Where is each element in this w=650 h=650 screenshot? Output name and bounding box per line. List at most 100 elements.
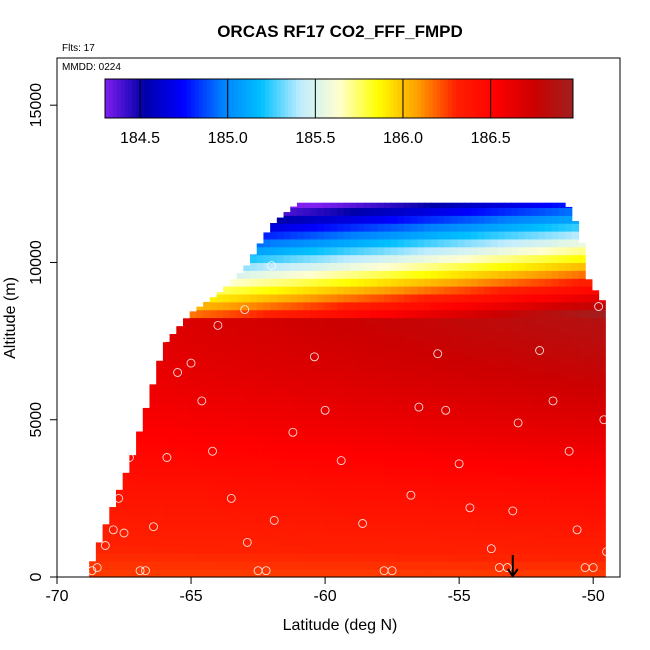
heat-cell <box>551 419 559 429</box>
heat-cell <box>471 474 479 484</box>
heat-cell <box>196 498 204 507</box>
heat-cell <box>484 419 492 429</box>
heat-cell <box>498 514 506 523</box>
heat-cell <box>310 396 318 405</box>
heat-cell <box>484 364 492 374</box>
heat-cell <box>430 356 439 366</box>
heat-cell <box>129 482 137 492</box>
heat-cell <box>357 262 365 271</box>
heat-cell <box>524 301 533 311</box>
colorbar-frame <box>104 78 574 119</box>
heat-cell <box>256 364 265 374</box>
heat-cell <box>223 451 231 460</box>
heat-cell <box>317 325 325 334</box>
arrow-marker <box>506 554 519 578</box>
heat-cell <box>223 309 231 319</box>
heat-cell <box>156 451 164 460</box>
sample-point <box>124 453 134 462</box>
heat-cell <box>424 372 432 382</box>
heat-cell <box>571 221 580 224</box>
heat-cell <box>283 262 291 271</box>
heat-cell <box>437 529 445 539</box>
heat-cell <box>578 262 586 271</box>
heat-cell <box>578 561 586 570</box>
heat-cell <box>223 364 231 374</box>
heat-cell <box>317 341 325 350</box>
heat-cell <box>511 293 519 303</box>
heat-cell <box>390 521 399 531</box>
heat-cell <box>504 474 513 484</box>
heat-cell <box>142 466 151 476</box>
heat-cell <box>250 372 258 382</box>
heat-cell <box>263 482 271 492</box>
heat-cell <box>363 317 372 326</box>
heat-cell <box>551 388 559 397</box>
heat-cell <box>330 459 338 468</box>
heat-cell <box>410 270 419 279</box>
heat-cell <box>384 348 392 358</box>
sample-point <box>173 368 183 377</box>
heat-cell <box>343 341 352 350</box>
heat-cell <box>196 356 204 366</box>
heat-cell <box>551 498 559 507</box>
heat-cell <box>263 388 271 397</box>
heat-cell <box>149 427 157 437</box>
colorbar-segment <box>385 79 391 118</box>
heat-cell <box>558 341 566 350</box>
heat-cell <box>571 246 580 256</box>
heat-cell <box>451 356 459 366</box>
heat-cell <box>122 521 130 531</box>
heat-cell <box>565 396 573 405</box>
heat-cell <box>370 380 378 389</box>
heat-cell <box>504 325 513 334</box>
heat-cell <box>397 286 405 295</box>
heat-cell <box>498 309 506 319</box>
heat-cell <box>270 466 278 476</box>
heat-cell <box>270 364 278 374</box>
heat-cell <box>477 207 486 216</box>
heat-cell <box>498 372 506 382</box>
heat-cell <box>404 537 412 547</box>
heat-cell <box>531 254 539 264</box>
heat-cell <box>457 364 466 374</box>
heat-cell <box>162 561 171 570</box>
heat-cell <box>551 301 559 311</box>
heat-cell <box>544 286 553 295</box>
heat-cell <box>451 364 459 374</box>
heat-cell <box>578 506 586 515</box>
heat-cell <box>296 466 305 476</box>
heat-cell <box>390 490 399 499</box>
heat-cell <box>397 506 405 515</box>
heat-cell <box>397 553 405 562</box>
heat-cell <box>209 388 218 397</box>
heat-cell <box>323 202 332 209</box>
heat-cell <box>176 427 184 437</box>
heat-cell <box>229 404 238 413</box>
heat-cell <box>585 388 593 397</box>
heat-cell <box>169 474 177 484</box>
heat-cell <box>357 286 365 295</box>
heat-cell <box>430 254 439 264</box>
heat-cell <box>424 545 432 555</box>
heat-cell <box>591 474 600 484</box>
heat-cell <box>337 246 345 256</box>
heat-cell <box>296 202 305 209</box>
heat-cell <box>256 404 265 413</box>
heat-cell <box>384 482 392 492</box>
heat-cell <box>578 419 586 429</box>
heat-cell <box>296 238 305 248</box>
heat-cell <box>538 506 546 515</box>
heat-cell <box>498 443 506 452</box>
heat-cell <box>149 396 157 405</box>
heat-cell <box>296 569 305 578</box>
heat-cell <box>504 561 513 570</box>
heat-cell <box>323 293 332 303</box>
heat-cell <box>457 553 466 562</box>
heat-cell <box>115 545 124 555</box>
heat-cell <box>296 223 305 232</box>
heat-cell <box>578 466 586 476</box>
heat-cell <box>370 411 378 421</box>
heat-cell <box>216 537 224 547</box>
heat-cell <box>598 466 606 476</box>
heat-cell <box>471 309 479 319</box>
